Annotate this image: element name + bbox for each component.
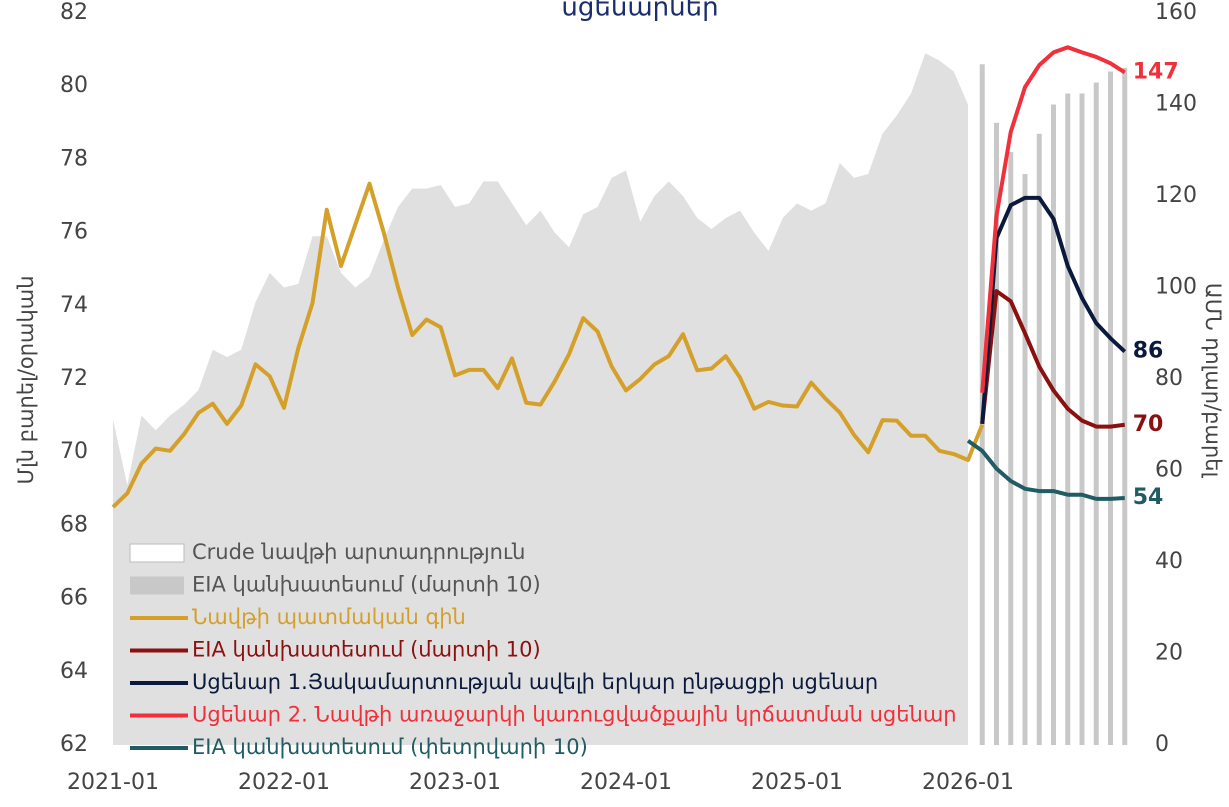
legend-label: Սցենար 1.Յակամարտության ավելի երկար ընթա… — [192, 670, 878, 694]
legend-label: EIA կանխատեսում (մարտի 10) — [192, 638, 541, 662]
y2-tick-label: 140 — [1155, 92, 1197, 117]
x-tick-label: 2022-01 — [238, 770, 330, 795]
bar — [1036, 133, 1042, 745]
y-tick-label: 74 — [60, 293, 88, 318]
y-tick-label: 80 — [60, 73, 88, 98]
area — [113, 53, 968, 745]
y-tick-label: 78 — [60, 146, 88, 171]
y-tick-label: 76 — [60, 220, 88, 245]
legend-swatch — [130, 576, 184, 595]
y-tick-label: 62 — [60, 732, 88, 757]
x-tick-label: 2024-01 — [580, 770, 672, 795]
end-label: 70 — [1133, 412, 1164, 437]
line — [966, 439, 1125, 501]
y-axis-label: Մլն բարել/օրական — [14, 275, 38, 484]
y-tick-label: 68 — [60, 512, 88, 537]
line — [111, 181, 985, 509]
y2-tick-label: 0 — [1155, 732, 1169, 757]
x-tick-label: 2026-01 — [922, 770, 1014, 795]
line — [980, 195, 1127, 424]
y2-tick-label: 160 — [1155, 0, 1197, 25]
y2-tick-label: 40 — [1155, 549, 1183, 574]
bar — [1108, 71, 1113, 745]
bar — [1093, 82, 1099, 746]
y2-axis-label: ԱՄՆ դոլար/բարել — [1201, 283, 1225, 479]
legend-label: Սցենար 2. Նավթի առաջարկի կառուցվածքային … — [192, 703, 957, 727]
y-tick-label: 82 — [60, 0, 88, 25]
line — [980, 45, 1126, 393]
bar — [1051, 104, 1056, 745]
line — [980, 289, 1126, 429]
bar — [1008, 152, 1014, 745]
end-label: 86 — [1133, 339, 1164, 364]
y-tick-label: 66 — [60, 586, 88, 611]
legend-label: EIA կանխատեսում (փետրվարի 10) — [192, 735, 588, 759]
y2-tick-label: 100 — [1155, 275, 1197, 300]
chart-title: սցենարներ — [561, 0, 718, 23]
bar — [1065, 93, 1071, 745]
legend-label: Նավթի պատմական գին — [192, 605, 466, 629]
y2-tick-label: 60 — [1155, 458, 1183, 483]
x-tick-label: 2023-01 — [409, 770, 501, 795]
y-tick-label: 64 — [60, 659, 88, 684]
y2-tick-label: 20 — [1155, 641, 1183, 666]
y2-tick-label: 80 — [1155, 366, 1183, 391]
x-tick-label: 2025-01 — [751, 770, 843, 795]
legend-swatch — [129, 543, 185, 563]
end-label: 147 — [1133, 59, 1179, 84]
bar — [1022, 174, 1028, 746]
end-label: 54 — [1133, 485, 1164, 510]
bar — [994, 122, 999, 746]
x-tick-label: 2021-01 — [67, 770, 159, 795]
y-tick-label: 72 — [60, 366, 88, 391]
legend-label: EIA կանխատեսում (մարտի 10) — [192, 573, 541, 597]
y2-tick-label: 120 — [1155, 183, 1197, 208]
y-tick-label: 70 — [60, 439, 88, 464]
legend-label: Crude նավթի արտադրություն — [192, 540, 525, 564]
bar — [1122, 67, 1128, 745]
